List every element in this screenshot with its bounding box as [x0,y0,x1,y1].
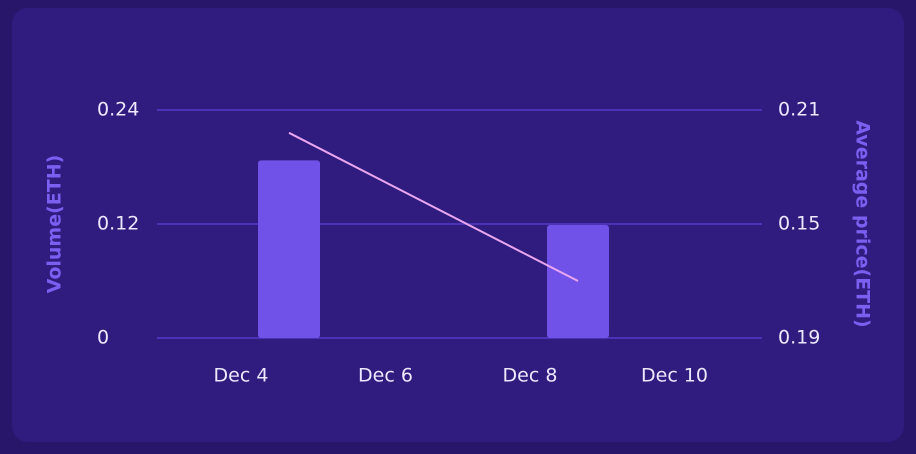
x-tick-label: Dec 6 [358,365,413,387]
bar [547,224,609,338]
y2-tick-label: 0.21 [778,99,820,121]
y-tick-label: 0.12 [97,213,139,235]
y-axis-title: Volume(ETH) [44,155,66,294]
y2-tick-label: 0.15 [778,213,820,235]
price-line [288,131,579,282]
bar [258,160,320,338]
x-tick-label: Dec 8 [503,365,558,387]
y2-tick-label: 0.19 [778,327,820,349]
y-tick-label: 0 [97,327,109,349]
y-tick-label: 0.24 [97,99,139,121]
x-tick-label: Dec 4 [214,365,269,387]
y2-axis-title: Average price(ETH) [852,120,874,327]
x-tick-label: Dec 10 [641,365,708,387]
